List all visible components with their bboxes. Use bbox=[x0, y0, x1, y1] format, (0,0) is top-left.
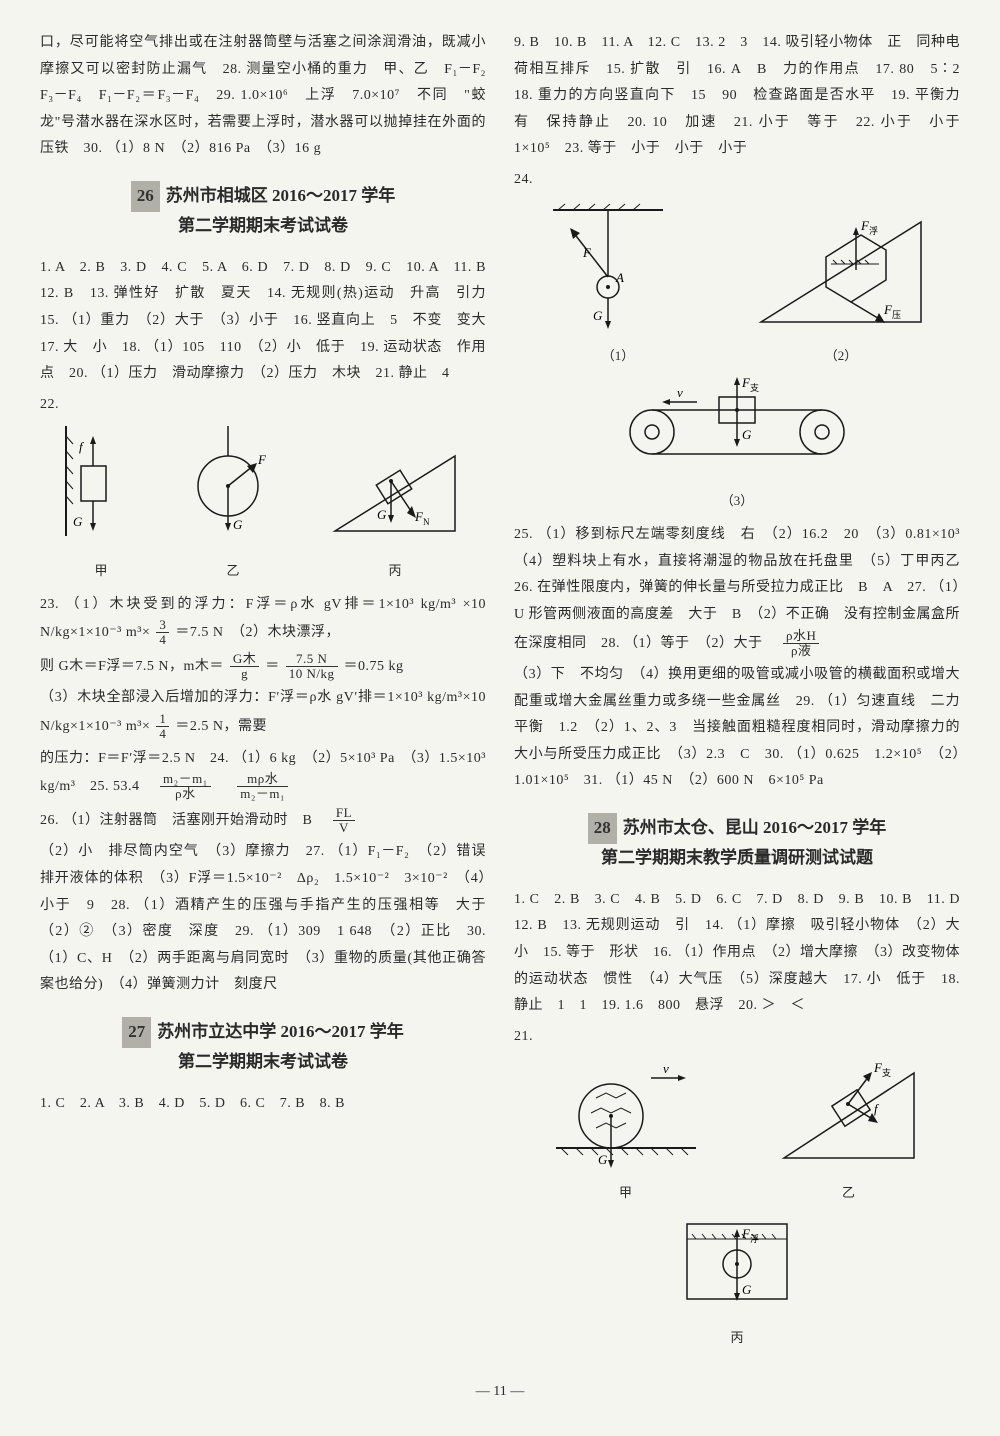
svg-text:G: G bbox=[742, 1282, 752, 1297]
page: 口，尽可能将空气排出或在注射器筒壁与活塞之间涂润滑油，既减小摩擦又可以密封防止漏… bbox=[40, 30, 960, 1359]
diagram-21-yi: F支 f 乙 bbox=[774, 1058, 924, 1205]
fraction: G木g bbox=[230, 652, 259, 682]
svg-text:G: G bbox=[377, 507, 387, 522]
section-26-answers-23b: 则 G木＝F浮＝7.5 N，m木＝ G木g ＝ 7.5 N10 N/kg ＝0.… bbox=[40, 652, 486, 682]
svg-text:F: F bbox=[582, 245, 592, 260]
section-26-answers-23c: （3）木块全部浸入后增加的浮力：F′浮＝ρ水 gV′排＝1×10³ kg/m³×… bbox=[40, 685, 486, 741]
svg-text:G: G bbox=[233, 517, 243, 532]
left-column: 口，尽可能将空气排出或在注射器筒壁与活塞之间涂润滑油，既减小摩擦又可以密封防止漏… bbox=[40, 30, 486, 1359]
section-title-line2: 第二学期期末考试试卷 bbox=[178, 1052, 348, 1071]
fraction: 14 bbox=[156, 712, 169, 742]
text: ＝ bbox=[265, 659, 280, 674]
svg-text:G: G bbox=[598, 1152, 608, 1167]
diagram-21: v G 甲 F支 bbox=[514, 1058, 960, 1351]
section-26-answers-26: 26. （1）注射器筒 活塞刚开始滑动时 B FLV bbox=[40, 806, 486, 836]
label-1: （1） bbox=[543, 344, 693, 369]
section-27-answers: 1. C 2. A 3. B 4. D 5. D 6. C 7. B 8. B bbox=[40, 1091, 486, 1118]
continuation-text: 9. B 10. B 11. A 12. C 13. 2 3 14. 吸引轻小物… bbox=[514, 30, 960, 163]
diagram-21-jia: v G 甲 bbox=[551, 1058, 701, 1205]
svg-text:v: v bbox=[663, 1061, 669, 1076]
section-title-line1: 苏州市立达中学 2016～2017 学年 bbox=[157, 1022, 404, 1041]
right-column: 9. B 10. B 11. A 12. C 13. 2 3 14. 吸引轻小物… bbox=[514, 30, 960, 1359]
section-28-answers: 1. C 2. B 3. C 4. B 5. D 6. C 7. D 8. D … bbox=[514, 887, 960, 1020]
label-jia: 甲 bbox=[61, 559, 141, 584]
section-26-answers-rest: （2）小 排尽筒内空气 （3）摩擦力 27. （1）F₁－F₂ （2）错误 排开… bbox=[40, 839, 486, 999]
page-number: — 11 — bbox=[40, 1379, 960, 1406]
fraction: FLV bbox=[333, 806, 355, 836]
section-number: 26 bbox=[131, 181, 160, 212]
diagram-22-bing: G FN 丙 bbox=[325, 426, 465, 583]
section-number: 28 bbox=[588, 813, 617, 844]
text: 26. （1）注射器筒 活塞刚开始滑动时 B bbox=[40, 813, 327, 828]
continuation-text: 口，尽可能将空气排出或在注射器筒壁与活塞之间涂润滑油，既减小摩擦又可以密封防止漏… bbox=[40, 30, 486, 163]
svg-text:压: 压 bbox=[892, 310, 901, 320]
label-2: （2） bbox=[751, 344, 931, 369]
diagram-22-yi: F G 乙 bbox=[183, 426, 283, 583]
svg-text:f: f bbox=[874, 1101, 880, 1116]
text: ＝0.75 kg bbox=[344, 659, 404, 674]
section-28-title: 28 苏州市太仓、昆山 2016～2017 学年 第二学期期末教学质量调研测试试题 bbox=[514, 813, 960, 873]
diagram-24-1: F A G （1） bbox=[543, 202, 693, 369]
diagram-22-jia: f G 甲 bbox=[61, 426, 141, 583]
text: 则 G木＝F浮＝7.5 N，m木＝ bbox=[40, 659, 224, 674]
label-jia: 甲 bbox=[551, 1181, 701, 1206]
section-26-answers-1: 1. A 2. B 3. D 4. C 5. A 6. D 7. D 8. D … bbox=[40, 255, 486, 388]
q24-label: 24. bbox=[514, 167, 960, 194]
text: ＝2.5 N，需要 bbox=[175, 719, 267, 734]
text: ＝7.5 N （2）木块漂浮， bbox=[175, 625, 340, 640]
section-title-line1: 苏州市相城区 2016～2017 学年 bbox=[166, 186, 396, 205]
diagram-22: f G 甲 F G 乙 bbox=[40, 426, 486, 583]
svg-text:支: 支 bbox=[750, 382, 759, 393]
section-number: 27 bbox=[122, 1017, 151, 1048]
svg-text:浮: 浮 bbox=[750, 1233, 759, 1244]
svg-text:G: G bbox=[742, 427, 752, 442]
diagram-24-2: F浮 F压 （2） bbox=[751, 202, 931, 369]
text: 25. （1）移到标尺左端零刻度线 右 （2）16.2 20 （3）0.81×1… bbox=[514, 527, 975, 650]
svg-text:浮: 浮 bbox=[869, 225, 878, 236]
section-27-answers-25b: （3）下 不均匀 （4）换用更细的吸管或减小吸管的横截面积或增大配重或增大金属丝… bbox=[514, 662, 960, 795]
section-title-line1: 苏州市太仓、昆山 2016～2017 学年 bbox=[623, 818, 887, 837]
diagram-24: F A G （1） bbox=[514, 202, 960, 515]
svg-text:F: F bbox=[257, 452, 267, 467]
svg-text:f: f bbox=[79, 439, 85, 454]
svg-text:支: 支 bbox=[882, 1067, 891, 1078]
section-26-answers-24: 的压力：F＝F′浮＝2.5 N 24. （1）6 kg （2）5×10³ Pa … bbox=[40, 746, 486, 802]
label-bing: 丙 bbox=[325, 559, 465, 584]
section-27-answers-25: 25. （1）移到标尺左端零刻度线 右 （2）16.2 20 （3）0.81×1… bbox=[514, 522, 960, 658]
fraction: m₂－m₁ρ水 bbox=[160, 772, 211, 802]
fraction: 34 bbox=[156, 618, 169, 648]
section-27-title: 27 苏州市立达中学 2016～2017 学年 第二学期期末考试试卷 bbox=[40, 1017, 486, 1077]
section-26-answers-23: 23. （1）木块受到的浮力：F浮＝ρ水 gV排＝1×10³ kg/m³ ×10… bbox=[40, 592, 486, 648]
svg-text:G: G bbox=[73, 514, 83, 529]
text bbox=[217, 779, 232, 794]
diagram-24-3: F支 G v （3） bbox=[607, 377, 867, 514]
svg-text:A: A bbox=[615, 270, 624, 285]
svg-text:N: N bbox=[423, 517, 430, 527]
label-yi: 乙 bbox=[183, 559, 283, 584]
section-title-line2: 第二学期期末教学质量调研测试试题 bbox=[601, 848, 873, 867]
section-26-title: 26 苏州市相城区 2016～2017 学年 第二学期期末考试试卷 bbox=[40, 181, 486, 241]
q22-label: 22. bbox=[40, 392, 486, 419]
q21-label: 21. bbox=[514, 1024, 960, 1051]
label-yi: 乙 bbox=[774, 1181, 924, 1206]
fraction: mρ水m₂－m₁ bbox=[237, 772, 288, 802]
label-bing: 丙 bbox=[662, 1326, 812, 1351]
svg-text:v: v bbox=[677, 385, 683, 400]
diagram-21-bing: F浮 G 丙 bbox=[662, 1214, 812, 1351]
fraction: ρ水Hρ液 bbox=[783, 629, 819, 659]
fraction: 7.5 N10 N/kg bbox=[286, 652, 338, 682]
svg-text:G: G bbox=[593, 308, 603, 323]
section-title-line2: 第二学期期末考试试卷 bbox=[178, 216, 348, 235]
label-3: （3） bbox=[607, 489, 867, 514]
